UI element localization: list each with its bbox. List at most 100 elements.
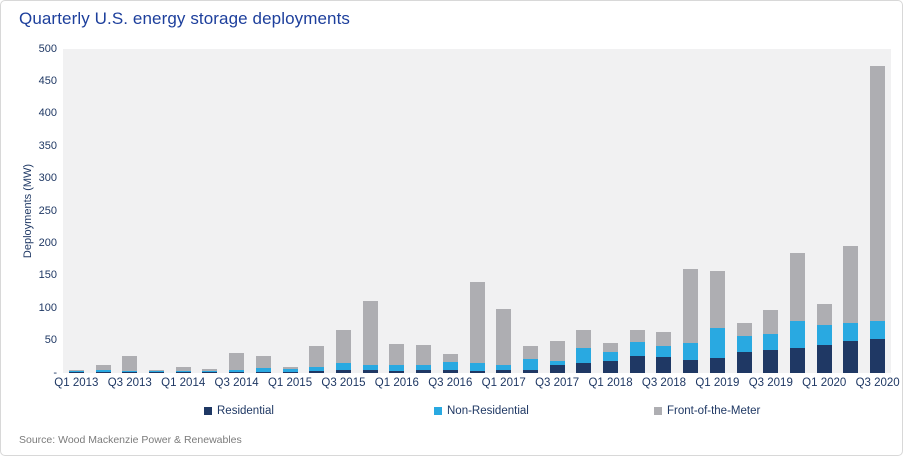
- bar-Q1-2017: [496, 308, 512, 373]
- bar-segment-non-residential: [763, 334, 779, 350]
- bar-Q1-2014: [175, 367, 191, 373]
- bar-Q2-2014: [202, 368, 218, 373]
- bar-segment-front-of-the-meter: [656, 331, 672, 347]
- bar-segment-residential: [122, 372, 138, 373]
- bar-segment-front-of-the-meter: [763, 310, 779, 335]
- bar-segment-front-of-the-meter: [496, 308, 512, 366]
- bar-segment-residential: [469, 371, 485, 373]
- x-tick-label: Q1 2013: [54, 377, 99, 389]
- bar-segment-residential: [282, 371, 298, 373]
- bar-segment-front-of-the-meter: [790, 253, 806, 321]
- bar-segment-non-residential: [362, 364, 378, 371]
- bar-segment-front-of-the-meter: [389, 343, 405, 366]
- bar-segment-non-residential: [656, 346, 672, 358]
- bar-segment-non-residential: [229, 370, 245, 373]
- bar-Q3-2019: [763, 310, 779, 373]
- bar-segment-residential: [790, 347, 806, 373]
- bar-segment-front-of-the-meter: [282, 367, 298, 370]
- x-tick-label: Q3 2016: [428, 377, 473, 389]
- bar-segment-front-of-the-meter: [843, 246, 859, 324]
- bar-segment-non-residential: [416, 364, 432, 371]
- bar-segment-residential: [816, 344, 832, 373]
- bar-segment-front-of-the-meter: [469, 282, 485, 364]
- x-tick-label: Q3 2019: [748, 377, 793, 389]
- bar-segment-front-of-the-meter: [736, 323, 752, 337]
- y-tick-label: 500: [38, 42, 57, 55]
- bar-segment-non-residential: [148, 371, 164, 373]
- bar-Q3-2016: [442, 354, 458, 373]
- legend-item-non-residential: Non-Residential: [434, 405, 529, 417]
- bar-segment-non-residential: [282, 369, 298, 372]
- bar-segment-front-of-the-meter: [362, 301, 378, 365]
- bar-segment-residential: [229, 372, 245, 373]
- bar-segment-residential: [309, 371, 325, 373]
- y-tick-label: 450: [38, 74, 57, 87]
- bar-Q3-2014: [229, 352, 245, 373]
- legend-label-front-of-the-meter: Front-of-the-Meter: [667, 405, 761, 417]
- legend-label-residential: Residential: [217, 405, 274, 417]
- x-tick-label: Q3 2015: [321, 377, 366, 389]
- bar-Q1-2018: [603, 343, 619, 373]
- bar-segment-residential: [656, 357, 672, 373]
- plot-area: [63, 49, 891, 373]
- legend-item-residential: Residential: [204, 405, 274, 417]
- bar-Q4-2018: [683, 268, 699, 373]
- x-tick-label: Q1 2016: [374, 377, 419, 389]
- bar-segment-non-residential: [683, 342, 699, 361]
- bar-segment-front-of-the-meter: [202, 368, 218, 372]
- bar-segment-residential: [68, 372, 84, 373]
- bar-Q3-2018: [656, 331, 672, 373]
- bar-segment-non-residential: [843, 323, 859, 342]
- x-tick-label: Q1 2014: [161, 377, 206, 389]
- bar-segment-residential: [496, 370, 512, 373]
- bar-segment-non-residential: [603, 351, 619, 361]
- bar-Q4-2014: [255, 356, 271, 373]
- bar-segment-non-residential: [442, 362, 458, 370]
- y-tick-label: 300: [38, 172, 57, 185]
- chart-title: Quarterly U.S. energy storage deployment…: [19, 9, 351, 28]
- bar-segment-front-of-the-meter: [122, 355, 138, 372]
- bar-segment-residential: [576, 362, 592, 373]
- x-tick-label: Q1 2015: [267, 377, 313, 389]
- bar-segment-front-of-the-meter: [95, 364, 111, 371]
- bar-Q2-2018: [629, 329, 645, 373]
- bar-Q3-2013: [122, 355, 138, 373]
- bar-segment-residential: [255, 371, 271, 373]
- bar-segment-non-residential: [469, 363, 485, 372]
- bar-segment-front-of-the-meter: [148, 370, 164, 372]
- bar-segment-residential: [362, 370, 378, 373]
- bar-Q2-2017: [522, 346, 538, 373]
- bar-Q3-2020: [870, 65, 886, 373]
- bar-segment-non-residential: [496, 365, 512, 371]
- bar-segment-residential: [148, 372, 164, 373]
- bar-segment-residential: [763, 349, 779, 373]
- bar-segment-front-of-the-meter: [549, 341, 565, 361]
- bar-segment-front-of-the-meter: [603, 343, 619, 352]
- bar-segment-non-residential: [175, 371, 191, 373]
- bar-Q1-2013: [68, 369, 84, 373]
- bar-segment-residential: [549, 365, 565, 373]
- bar-segment-non-residential: [335, 363, 351, 371]
- bar-Q1-2016: [389, 343, 405, 373]
- bar-segment-non-residential: [629, 341, 645, 357]
- bar-segment-front-of-the-meter: [683, 268, 699, 343]
- bar-segment-front-of-the-meter: [576, 329, 592, 349]
- bar-Q2-2020: [843, 246, 859, 373]
- bar-segment-front-of-the-meter: [68, 369, 84, 372]
- bar-segment-non-residential: [389, 365, 405, 372]
- bar-segment-residential: [389, 371, 405, 373]
- x-tick-label: Q3 2020: [855, 377, 900, 389]
- bar-Q2-2019: [736, 323, 752, 373]
- bar-Q3-2015: [335, 330, 351, 373]
- bar-segment-residential: [709, 358, 725, 373]
- bar-segment-front-of-the-meter: [442, 354, 458, 362]
- bar-segment-non-residential: [68, 371, 84, 373]
- bar-segment-front-of-the-meter: [416, 345, 432, 365]
- x-tick-label: Q1 2017: [481, 377, 526, 389]
- legend-item-front-of-the-meter: Front-of-the-Meter: [654, 405, 760, 417]
- x-tick-label: Q3 2018: [641, 377, 687, 389]
- bar-segment-non-residential: [522, 358, 538, 370]
- bar-segment-front-of-the-meter: [255, 356, 271, 369]
- bar-segment-residential: [843, 341, 859, 373]
